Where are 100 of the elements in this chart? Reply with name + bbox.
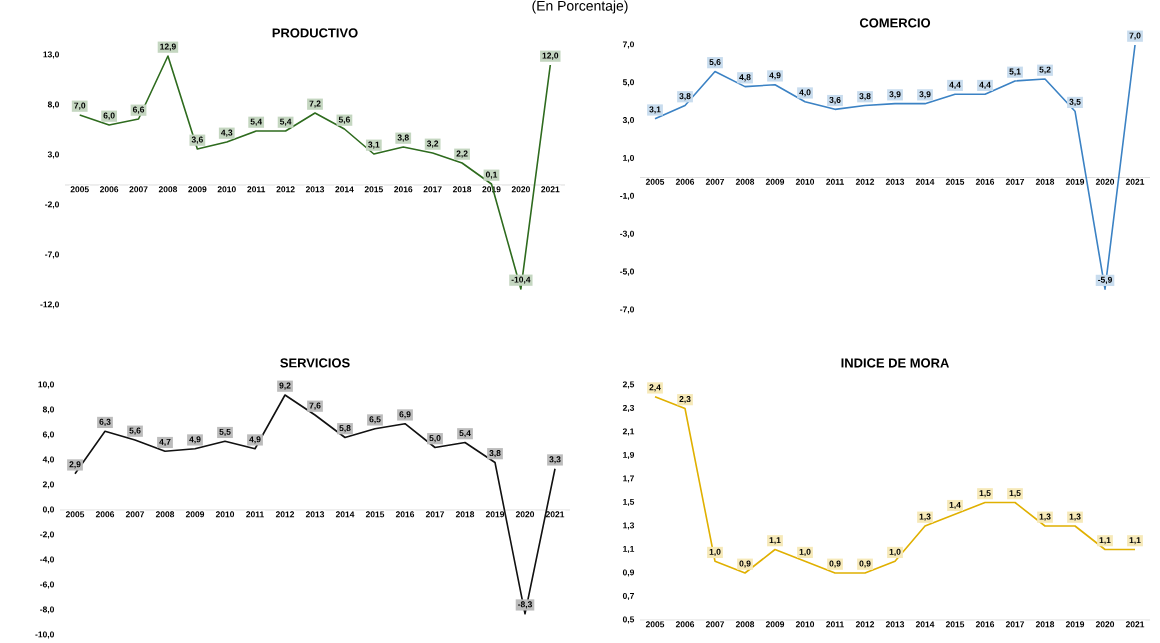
- data-label: 5,0: [429, 435, 441, 443]
- x-tick-label: 2009: [765, 178, 785, 185]
- y-tick-label: 1,3: [623, 522, 635, 530]
- data-label: 1,1: [769, 537, 781, 545]
- x-tick-label: 2010: [795, 621, 815, 628]
- data-label: -5,9: [1098, 276, 1112, 284]
- y-tick-label: 0,5: [622, 616, 635, 624]
- y-tick-label: -4,0: [40, 556, 54, 564]
- x-tick-label: 2017: [423, 186, 442, 193]
- data-label: 6,5: [369, 416, 381, 424]
- x-tick-label: 2021: [1125, 178, 1145, 185]
- x-tick-label: 2017: [1005, 621, 1025, 628]
- data-label: 2,3: [679, 396, 691, 404]
- data-label: 3,8: [397, 134, 409, 142]
- y-tick-label: -2,0: [40, 531, 54, 539]
- y-tick-label: 1,7: [623, 475, 634, 483]
- data-label: 3,1: [649, 106, 661, 114]
- data-label: 3,1: [368, 141, 380, 149]
- data-label: 3,2: [426, 140, 439, 148]
- data-label: 5,6: [129, 427, 141, 435]
- data-label: 5,6: [338, 116, 350, 124]
- data-label: 0,9: [739, 560, 751, 568]
- data-label: 5,5: [219, 428, 231, 437]
- x-tick-label: 2011: [247, 186, 266, 193]
- y-tick-label: -12,0: [40, 301, 59, 309]
- x-tick-label: 2007: [705, 178, 725, 185]
- data-label: 7,0: [74, 102, 86, 110]
- x-tick-label: 2020: [515, 511, 535, 518]
- x-tick-label: 2013: [885, 178, 905, 185]
- data-label: 3,3: [549, 456, 561, 464]
- x-tick-label: 2008: [155, 511, 175, 518]
- data-label: 12,0: [542, 52, 559, 60]
- x-tick-label: 2017: [1005, 178, 1025, 185]
- data-label: 3,5: [1069, 98, 1081, 107]
- data-label: 1,0: [889, 548, 901, 557]
- x-tick-label: 2006: [675, 621, 695, 628]
- chart-title: PRODUCTIVO: [272, 28, 358, 38]
- data-label: 1,1: [1099, 537, 1111, 545]
- data-label: 2,9: [69, 461, 81, 469]
- x-tick-label: 2015: [364, 186, 383, 193]
- x-tick-label: 2016: [975, 178, 995, 185]
- y-tick-label: 8,0: [42, 406, 54, 414]
- data-label: 1,3: [1039, 513, 1051, 521]
- data-label: 4,0: [799, 89, 811, 97]
- y-tick-label: 2,0: [42, 481, 54, 489]
- data-label: 1,5: [1009, 490, 1021, 498]
- x-tick-label: 2020: [511, 186, 530, 193]
- y-tick-label: 4,0: [42, 456, 54, 464]
- x-tick-label: 2019: [1065, 621, 1085, 628]
- x-tick-label: 2015: [365, 511, 385, 518]
- chart-title: INDICE DE MORA: [841, 358, 949, 368]
- data-label: 1,5: [979, 490, 991, 498]
- x-tick-label: 2005: [645, 178, 665, 185]
- x-tick-label: 2007: [129, 186, 148, 193]
- x-tick-label: 2012: [275, 511, 295, 518]
- x-tick-label: 2014: [915, 178, 935, 185]
- y-tick-label: 2,5: [622, 381, 635, 389]
- data-label: 4,4: [949, 81, 961, 89]
- x-tick-label: 2019: [485, 511, 505, 518]
- x-tick-label: 2018: [455, 511, 475, 518]
- x-tick-label: 2012: [855, 178, 875, 185]
- y-tick-label: 10,0: [38, 381, 54, 389]
- data-label: 7,0: [1129, 32, 1141, 40]
- data-label: 4,9: [189, 436, 201, 444]
- y-tick-label: 2,1: [622, 428, 635, 436]
- x-tick-label: 2021: [1125, 621, 1145, 628]
- x-tick-label: 2017: [425, 511, 445, 518]
- y-tick-label: 3,0: [622, 117, 635, 125]
- x-tick-label: 2012: [855, 621, 875, 628]
- x-tick-label: 2016: [395, 511, 415, 518]
- data-label: 1,1: [1129, 537, 1141, 545]
- x-tick-label: 2008: [158, 186, 178, 193]
- data-label: 5,2: [1039, 66, 1051, 74]
- x-tick-label: 2012: [276, 186, 295, 193]
- x-tick-label: 2018: [1035, 178, 1055, 185]
- x-tick-label: 2014: [335, 186, 354, 193]
- y-tick-label: 13,0: [43, 51, 59, 59]
- x-tick-label: 2011: [246, 511, 264, 518]
- y-tick-label: -3,0: [620, 230, 635, 238]
- x-tick-label: 2010: [217, 186, 236, 193]
- chart-title: COMERCIO: [859, 18, 931, 28]
- data-label: -8,3: [518, 601, 532, 609]
- data-label: 7,2: [309, 100, 321, 108]
- y-tick-label: 1,5: [623, 498, 635, 507]
- x-tick-label: 2011: [826, 178, 844, 185]
- data-label: 3,9: [889, 91, 901, 99]
- y-tick-label: -7,0: [620, 306, 635, 314]
- data-label: 1,0: [799, 548, 811, 557]
- y-tick-label: 8,0: [47, 101, 59, 109]
- x-tick-label: 2021: [541, 186, 560, 193]
- data-label: 6,0: [103, 112, 115, 120]
- data-label: 0,9: [859, 560, 871, 568]
- data-label: 2,4: [649, 384, 661, 392]
- x-tick-label: 2006: [675, 178, 695, 185]
- x-tick-label: 2009: [185, 511, 205, 518]
- data-label: -10,4: [511, 276, 531, 284]
- y-tick-label: -1,0: [620, 192, 635, 201]
- data-label: 3,8: [679, 93, 691, 101]
- data-label: 5,8: [339, 425, 351, 433]
- data-label: 6,6: [132, 106, 145, 114]
